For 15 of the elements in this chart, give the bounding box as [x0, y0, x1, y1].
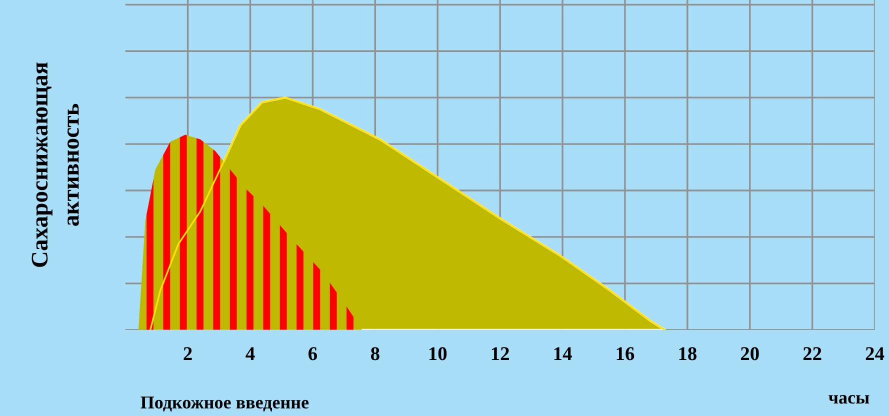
x-tick-label: 8 [370, 347, 380, 360]
x-tick-label: 20 [740, 347, 759, 360]
y-axis-title: Сахароснижающая активность [32, 62, 79, 267]
x-tick-label: 22 [803, 347, 822, 360]
x-tick-label: 4 [246, 347, 255, 360]
text: часы [828, 395, 870, 404]
x-tick-label: 10 [429, 347, 447, 360]
x-tick-label: 14 [554, 347, 572, 360]
x-tick-label: 18 [679, 347, 696, 360]
x-tick-label: 6 [308, 347, 317, 360]
x-tick-label: 24 [866, 347, 884, 360]
x-tick-label: 16 [616, 347, 634, 360]
x-tick-label: 12 [492, 347, 509, 360]
x-tick-label: 2 [184, 347, 192, 360]
x-axis-title: Подкожное введенне [140, 396, 309, 412]
